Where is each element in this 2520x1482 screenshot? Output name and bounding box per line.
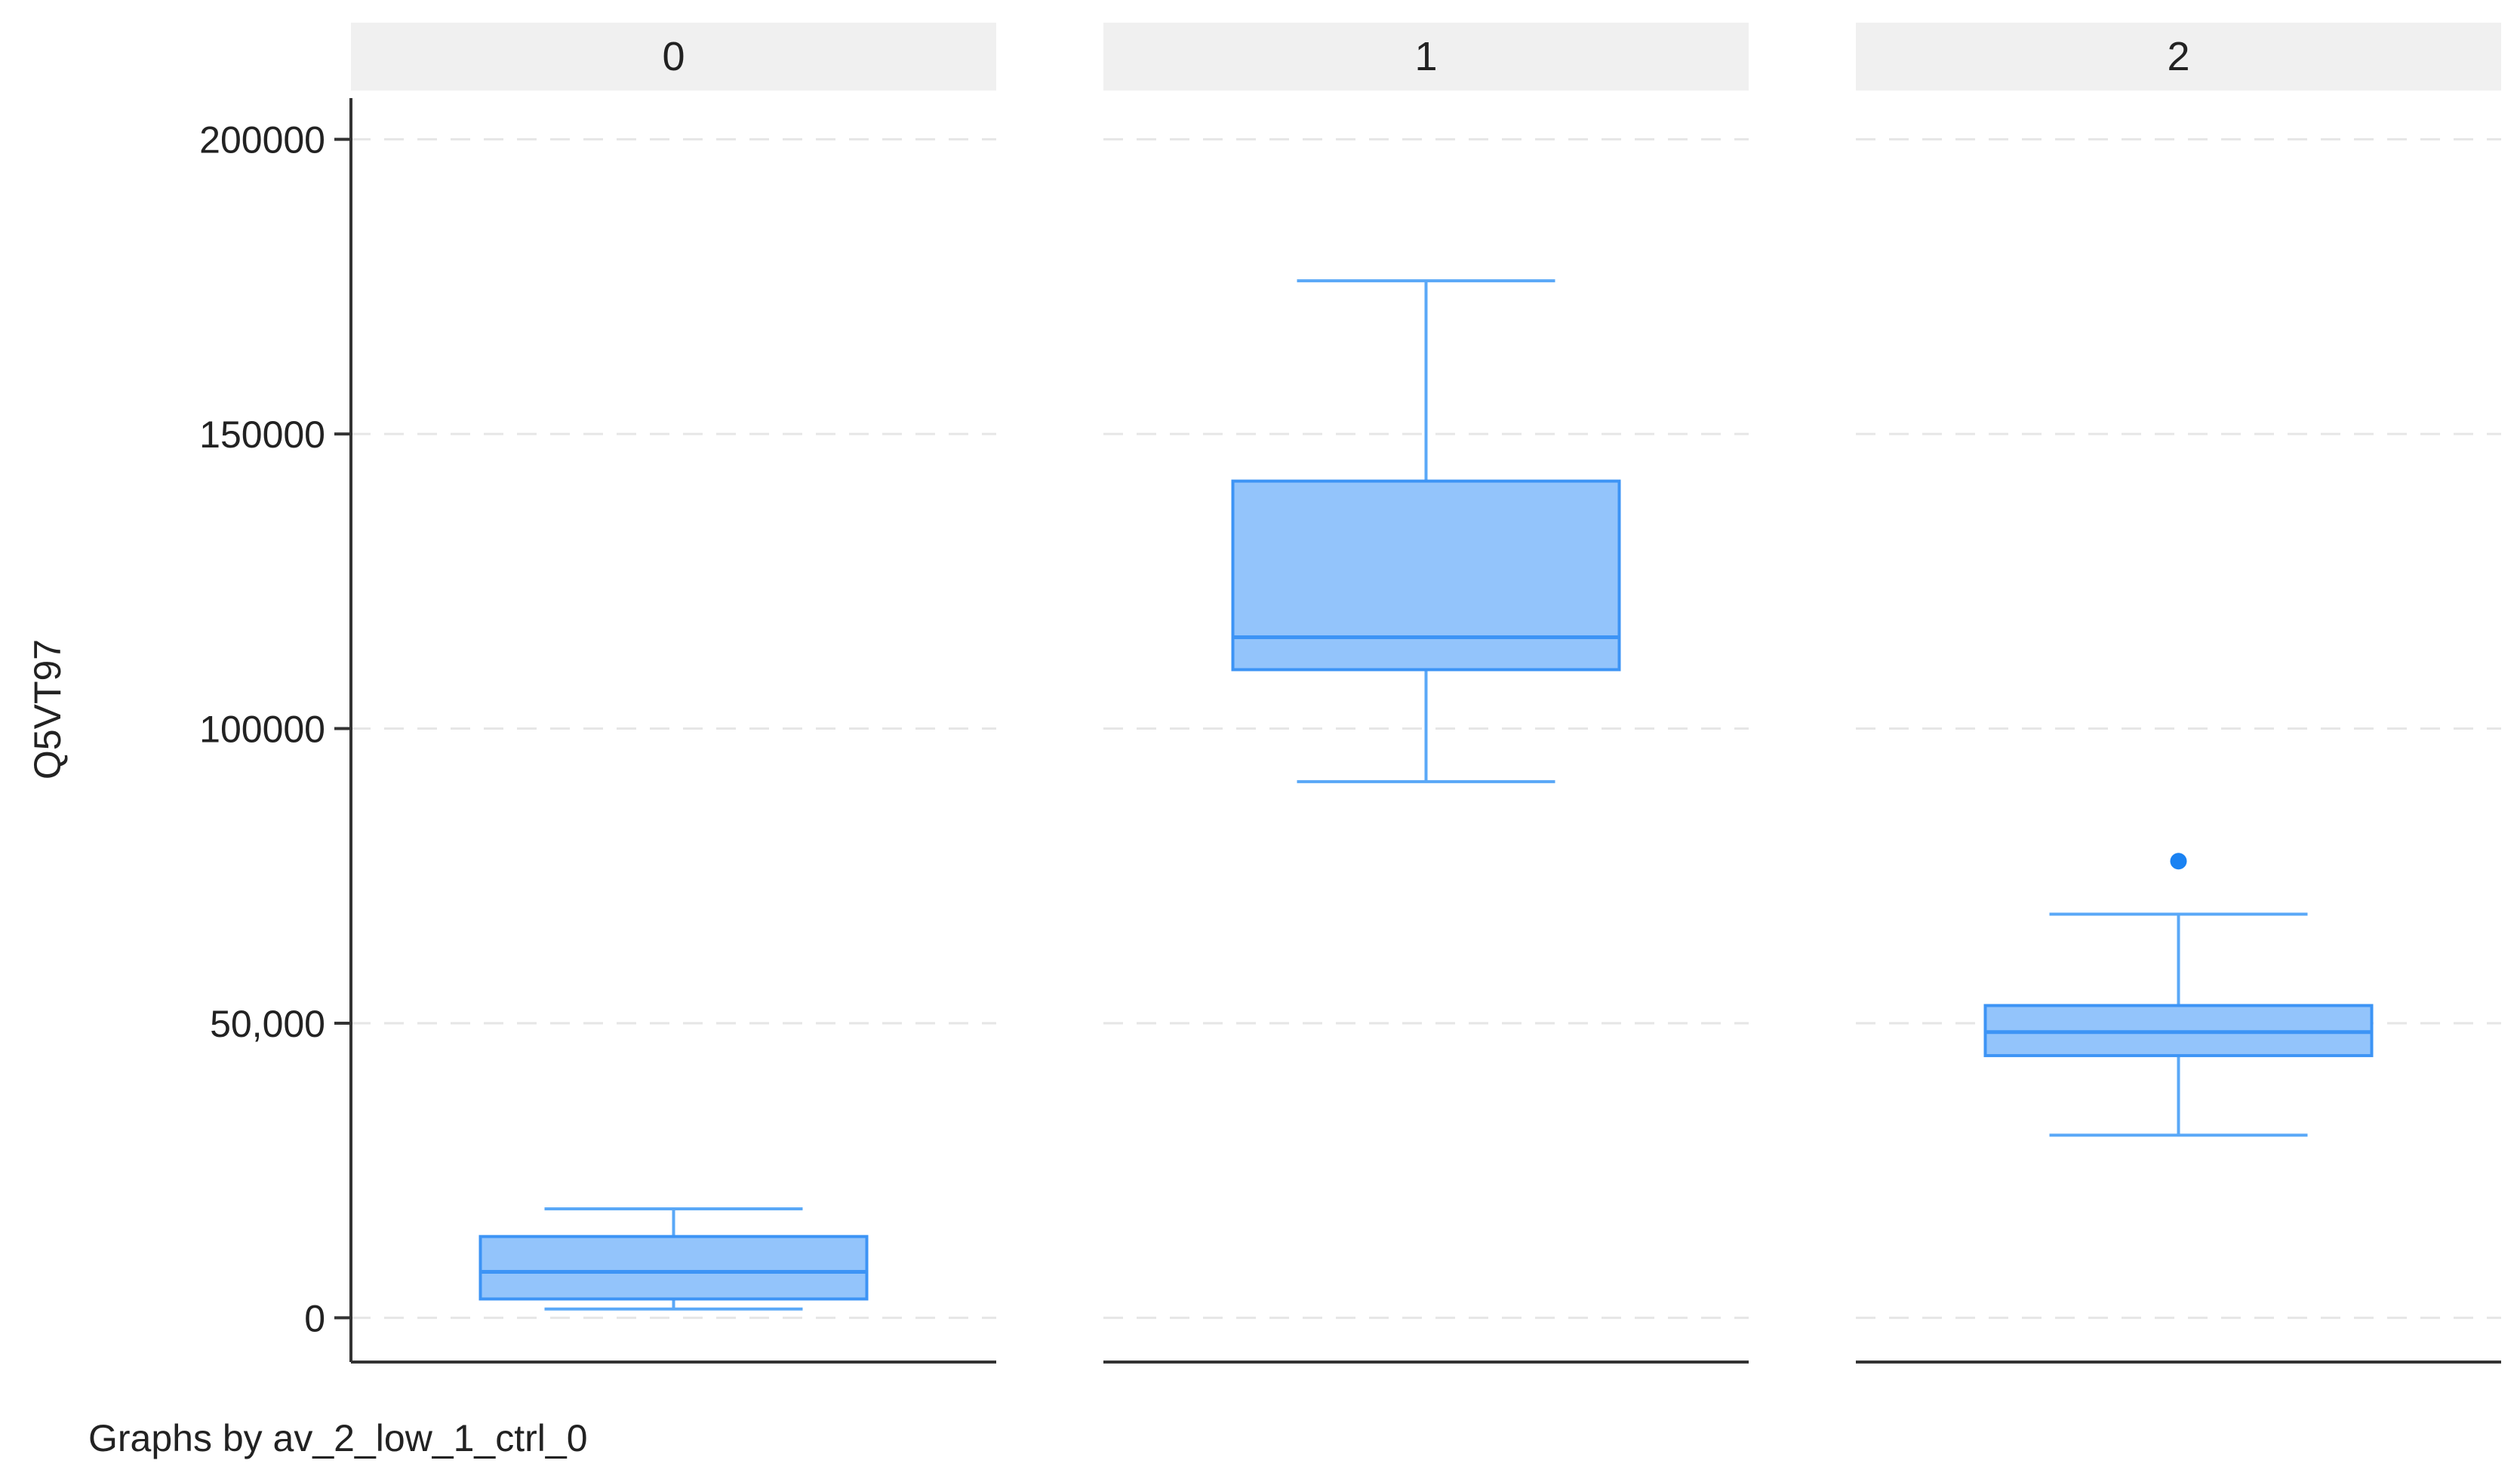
panel-strip-label: 1	[1414, 34, 1437, 79]
iqr-box	[478, 1234, 869, 1301]
panel-strip	[351, 23, 996, 91]
graphs-by-note: Graphs by av_2_low_1_ctrl_0	[88, 1417, 588, 1459]
panel-0: 0	[351, 23, 996, 1364]
y-axis-label: Q5VT97	[26, 639, 69, 779]
y-tick-label: 200000	[199, 119, 325, 161]
outlier-point	[2170, 853, 2187, 870]
panel-strip-label: 0	[662, 34, 685, 79]
panel-strip	[1103, 23, 1749, 91]
y-tick-label: 50,000	[210, 1003, 325, 1045]
panel-strip	[1856, 23, 2501, 91]
panel-1: 1	[1103, 23, 1749, 1364]
panel-2: 2	[1856, 23, 2501, 1364]
y-tick-label: 150000	[199, 414, 325, 456]
panel-strip-label: 2	[2167, 34, 2189, 79]
iqr-box	[1231, 479, 1621, 672]
y-tick-label: 0	[304, 1297, 325, 1339]
panels-layer: 0 1 2 0 50,000 100000 150000 200000	[199, 23, 2501, 1364]
y-tick-label: 100000	[199, 709, 325, 751]
